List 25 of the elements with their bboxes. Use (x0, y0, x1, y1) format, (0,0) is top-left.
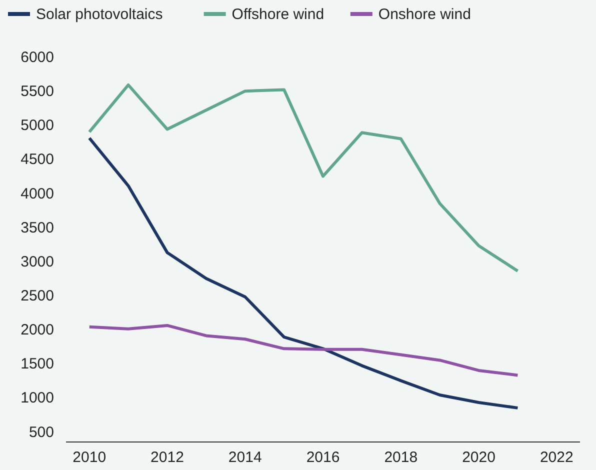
x-tick-label: 2020 (462, 449, 496, 466)
legend-label: Offshore wind (232, 6, 324, 23)
y-tick-label: 500 (28, 424, 54, 441)
y-tick-label: 4500 (20, 151, 54, 168)
y-tick-label: 3500 (20, 219, 54, 236)
legend-label: Solar photovoltaics (36, 6, 163, 23)
y-tick-label: 1000 (20, 390, 54, 407)
y-tick-label: 5000 (20, 117, 54, 134)
x-tick-label: 2010 (72, 449, 106, 466)
line-series (88, 136, 520, 410)
x-tick-label: 2022 (540, 449, 574, 466)
y-tick-label: 5500 (20, 83, 54, 100)
y-tick-label: 2500 (20, 287, 54, 304)
y-tick-label: 3000 (20, 253, 54, 270)
line-series (88, 324, 520, 377)
line-series (88, 83, 520, 272)
y-tick-label: 2000 (20, 322, 54, 339)
x-tick-label: 2018 (384, 449, 418, 466)
x-tick-label: 2016 (306, 449, 340, 466)
x-tick-label: 2014 (228, 449, 262, 466)
y-tick-label: 1500 (20, 356, 54, 373)
y-tick-label: 6000 (20, 49, 54, 66)
y-tick-label: 4000 (20, 185, 54, 202)
x-tick-label: 2012 (150, 449, 184, 466)
legend-label: Onshore wind (378, 6, 471, 23)
